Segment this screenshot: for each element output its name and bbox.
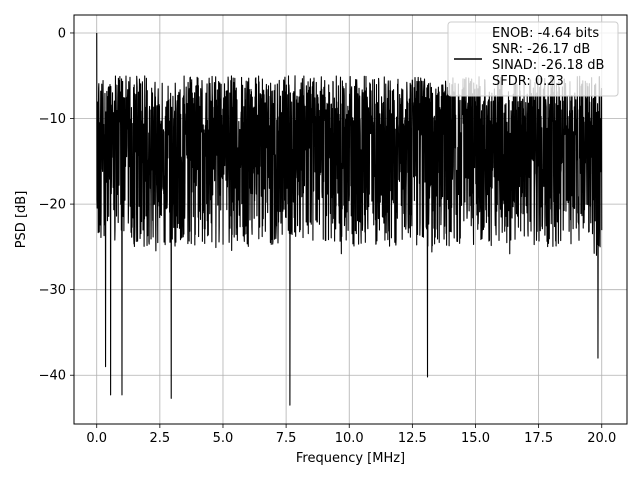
x-axis-ticks: 0.0 2.5 5.0 7.5 10.0 12.5 15.0 17.5 20.0 bbox=[86, 424, 616, 446]
y-tick-label: −40 bbox=[39, 369, 66, 384]
legend-sinad: SINAD: -26.18 dB bbox=[492, 58, 604, 73]
y-axis-ticks: 0 −10 −20 −30 −40 bbox=[39, 26, 74, 384]
legend-sfdr: SFDR: 0.23 bbox=[492, 74, 564, 89]
x-tick-label: 12.5 bbox=[398, 431, 427, 446]
axes-frame bbox=[73, 14, 628, 425]
x-tick-label: 10.0 bbox=[335, 431, 364, 446]
legend-snr: SNR: -26.17 dB bbox=[492, 42, 590, 57]
legend-enob: ENOB: -4.64 bits bbox=[492, 26, 599, 41]
x-tick-label: 17.5 bbox=[524, 431, 553, 446]
legend: ENOB: -4.64 bits SNR: -26.17 dB SINAD: -… bbox=[447, 21, 619, 97]
y-tick-label: −30 bbox=[39, 283, 66, 298]
y-tick-label: −20 bbox=[39, 198, 66, 213]
y-axis-label: PSD [dB] bbox=[14, 191, 29, 249]
x-tick-label: 2.5 bbox=[150, 431, 171, 446]
psd-series bbox=[96, 32, 603, 406]
legend-box bbox=[447, 21, 619, 97]
psd-trace bbox=[96, 32, 603, 406]
x-tick-label: 5.0 bbox=[213, 431, 234, 446]
x-axis-label: Frequency [MHz] bbox=[296, 451, 405, 466]
x-tick-label: 15.0 bbox=[461, 431, 490, 446]
y-tick-label: 0 bbox=[58, 26, 66, 41]
x-tick-label: 20.0 bbox=[587, 431, 616, 446]
x-tick-label: 0.0 bbox=[86, 431, 107, 446]
x-tick-label: 7.5 bbox=[276, 431, 297, 446]
y-tick-label: −10 bbox=[39, 112, 66, 127]
